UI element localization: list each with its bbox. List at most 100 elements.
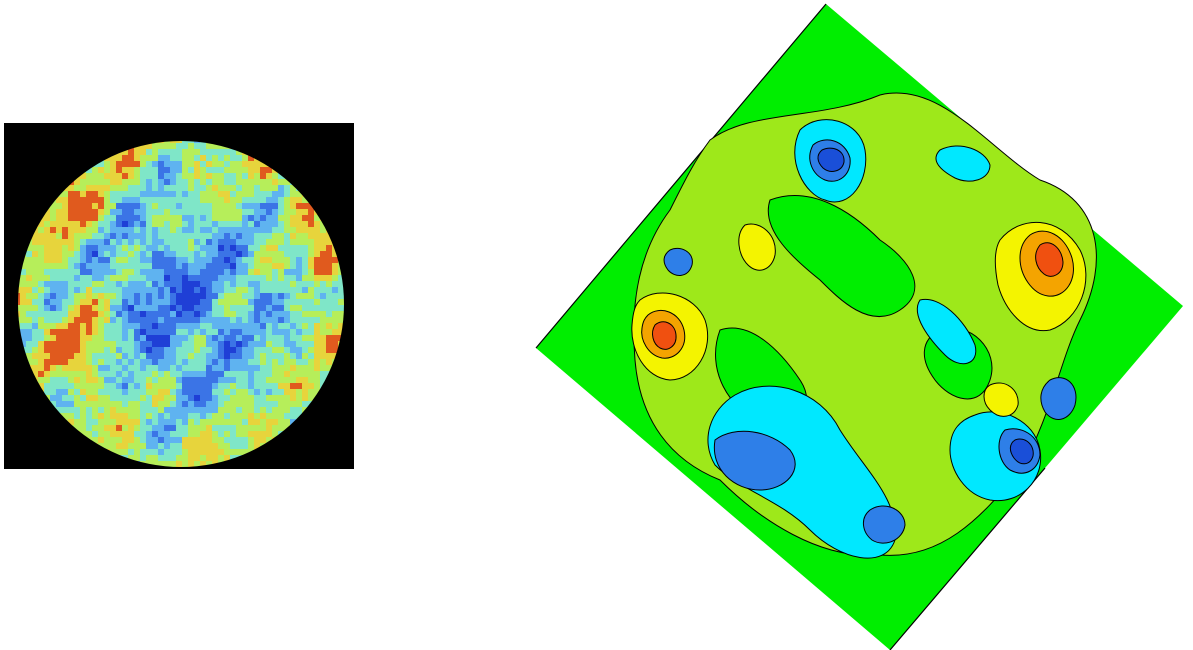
heatmap-cell [332, 179, 338, 185]
heatmap-cell [164, 233, 170, 239]
heatmap-cell [158, 197, 164, 203]
heatmap-cell [158, 155, 164, 161]
heatmap-cell [158, 203, 164, 209]
heatmap-cell [98, 407, 104, 413]
heatmap-cell [230, 275, 236, 281]
heatmap-cell [176, 179, 182, 185]
heatmap-cell [302, 407, 308, 413]
heatmap-cell [50, 149, 56, 155]
heatmap-cell [194, 167, 200, 173]
heatmap-cell [260, 245, 266, 251]
heatmap-cell [308, 359, 314, 365]
heatmap-cell [92, 275, 98, 281]
heatmap-cell [20, 425, 26, 431]
heatmap-cell [230, 209, 236, 215]
heatmap-cell [56, 167, 62, 173]
heatmap-cell [128, 425, 134, 431]
heatmap-cell [38, 443, 44, 449]
heatmap-cell [290, 269, 296, 275]
heatmap-cell [104, 293, 110, 299]
heatmap-cell [260, 323, 266, 329]
heatmap-cell [320, 173, 326, 179]
heatmap-cell [140, 389, 146, 395]
heatmap-cell [122, 155, 128, 161]
heatmap-cell [74, 293, 80, 299]
heatmap-cell [68, 407, 74, 413]
heatmap-cell [50, 263, 56, 269]
heatmap-cell [230, 197, 236, 203]
heatmap-cell [74, 239, 80, 245]
heatmap-cell [230, 311, 236, 317]
heatmap-cell [236, 425, 242, 431]
heatmap-cell [344, 167, 350, 173]
heatmap-cell [98, 185, 104, 191]
heatmap-cell [182, 269, 188, 275]
heatmap-cell [62, 221, 68, 227]
heatmap-cell [164, 347, 170, 353]
heatmap-cell [188, 425, 194, 431]
heatmap-cell [278, 425, 284, 431]
heatmap-cell [134, 263, 140, 269]
heatmap-cell [176, 335, 182, 341]
heatmap-cell [326, 245, 332, 251]
heatmap-cell [158, 395, 164, 401]
heatmap-cell [254, 353, 260, 359]
heatmap-cell [18, 455, 20, 461]
heatmap-cell [62, 467, 68, 469]
heatmap-cell [236, 455, 242, 461]
heatmap-cell [338, 437, 344, 443]
heatmap-cell [230, 389, 236, 395]
heatmap-cell [62, 401, 68, 407]
heatmap-cell [152, 299, 158, 305]
heatmap-cell [128, 299, 134, 305]
heatmap-cell [74, 191, 80, 197]
heatmap-cell [278, 467, 284, 469]
heatmap-cell [338, 467, 344, 469]
heatmap-cell [218, 227, 224, 233]
heatmap-cell [104, 251, 110, 257]
heatmap-cell [134, 407, 140, 413]
heatmap-cell [86, 359, 92, 365]
heatmap-cell [116, 377, 122, 383]
heatmap-cell [98, 227, 104, 233]
heatmap-cell [74, 383, 80, 389]
heatmap-cell [38, 293, 44, 299]
heatmap-cell [164, 461, 170, 467]
heatmap-cell [224, 143, 230, 149]
heatmap-cell [26, 275, 32, 281]
heatmap-cell [146, 443, 152, 449]
heatmap-cell [254, 347, 260, 353]
heatmap-cell [56, 141, 62, 143]
heatmap-cell [218, 461, 224, 467]
heatmap-cell [314, 335, 320, 341]
heatmap-cell [260, 203, 266, 209]
heatmap-cell [242, 401, 248, 407]
heatmap-cell [224, 443, 230, 449]
heatmap-cell [260, 437, 266, 443]
heatmap-cell [338, 419, 344, 425]
heatmap-cell [260, 467, 266, 469]
heatmap-cell [86, 305, 92, 311]
heatmap-cell [308, 155, 314, 161]
heatmap-cell [62, 455, 68, 461]
heatmap-cell [272, 269, 278, 275]
heatmap-cell [104, 413, 110, 419]
heatmap-cell [248, 269, 254, 275]
heatmap-cell [32, 227, 38, 233]
heatmap-cell [170, 341, 176, 347]
contour-blue-bottom [713, 430, 796, 491]
heatmap-cell [236, 395, 242, 401]
heatmap-cell [68, 371, 74, 377]
heatmap-cell [74, 437, 80, 443]
heatmap-cell [68, 299, 74, 305]
heatmap-cell [32, 311, 38, 317]
heatmap-cell [260, 329, 266, 335]
heatmap-cell [314, 377, 320, 383]
heatmap-cell [248, 221, 254, 227]
heatmap-cell [302, 251, 308, 257]
heatmap-cell [344, 209, 350, 215]
heatmap-cell [122, 215, 128, 221]
heatmap-cell [200, 161, 206, 167]
heatmap-cell [44, 347, 50, 353]
heatmap-cell [332, 155, 338, 161]
